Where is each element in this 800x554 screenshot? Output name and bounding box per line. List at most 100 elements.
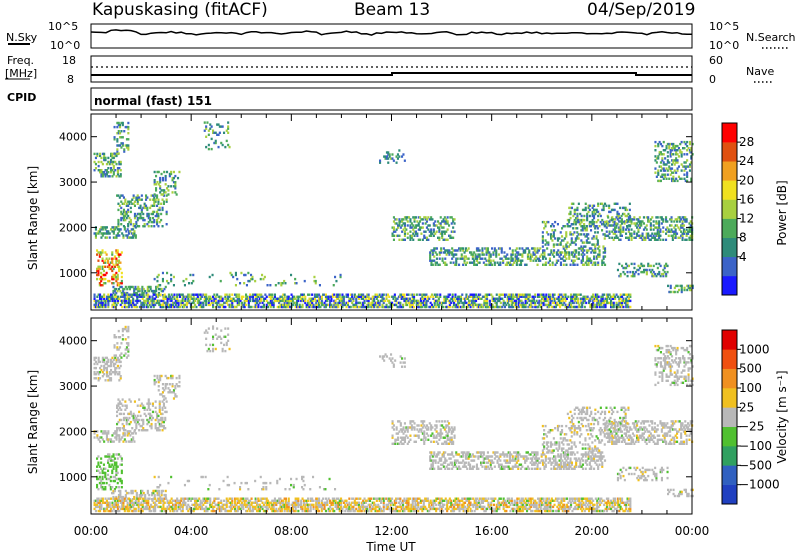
scatter-cell xyxy=(121,301,124,305)
scatter-cell xyxy=(120,130,123,133)
scatter-cell xyxy=(177,305,180,309)
scatter-cell xyxy=(436,303,439,307)
scatter-cell xyxy=(114,509,117,513)
scatter-cell xyxy=(174,183,177,186)
scatter-cell xyxy=(609,218,612,222)
scatter-cell xyxy=(435,299,438,303)
scatter-cell xyxy=(143,218,146,222)
scatter-cell xyxy=(486,301,489,305)
scatter-cell xyxy=(551,223,554,226)
scatter-cell xyxy=(132,225,135,228)
scatter-cell xyxy=(231,297,234,300)
scatter-cell xyxy=(271,295,274,298)
scatter-cell xyxy=(108,162,111,166)
scatter-cell xyxy=(459,297,462,300)
scatter-cell xyxy=(352,305,355,309)
scatter-cell xyxy=(682,232,685,235)
scatter-cell xyxy=(150,204,153,207)
scatter-cell xyxy=(103,368,106,372)
scatter-cell xyxy=(651,272,654,276)
scatter-cell xyxy=(111,486,114,489)
scatter-cell xyxy=(664,173,667,176)
scatter-cell xyxy=(224,293,227,296)
scatter-cell xyxy=(678,228,681,231)
scatter-cell xyxy=(122,299,125,303)
scatter-cell xyxy=(664,163,667,166)
scatter-cell xyxy=(444,261,447,264)
scatter-cell xyxy=(525,247,528,250)
scatter-cell xyxy=(123,287,126,291)
scatter-cell xyxy=(366,303,369,307)
scatter-cell xyxy=(641,232,644,235)
scatter-cell xyxy=(604,249,607,252)
scatter-cell xyxy=(581,225,584,228)
scatter-cell xyxy=(94,305,97,309)
scatter-cell xyxy=(619,230,622,233)
scatter-cell xyxy=(128,220,131,224)
scatter-cell xyxy=(481,247,484,250)
scatter-cell xyxy=(231,293,234,296)
scatter-cell xyxy=(116,194,119,197)
scatter-cell xyxy=(107,473,110,477)
scatter-cell xyxy=(363,305,366,309)
scatter-cell xyxy=(625,301,628,305)
scatter-cell xyxy=(207,133,210,136)
scatter-cell xyxy=(593,249,596,252)
scatter-cell xyxy=(603,299,606,303)
scatter-cell xyxy=(123,291,126,295)
scatter-cell xyxy=(168,174,171,178)
scatter-cell xyxy=(615,301,618,305)
scatter-cell xyxy=(550,251,553,254)
scatter-cell xyxy=(593,305,596,309)
scatter-cell xyxy=(511,253,514,256)
scatter-cell xyxy=(282,299,285,303)
scatter-cell xyxy=(192,301,195,305)
scatter-cell xyxy=(133,418,136,422)
scatter-cell xyxy=(157,389,160,392)
scatter-cell xyxy=(157,489,160,493)
scatter-cell xyxy=(629,224,632,227)
scatter-cell xyxy=(678,236,681,239)
scatter-cell xyxy=(217,305,220,309)
scatter-cell xyxy=(690,155,693,158)
scatter-cell xyxy=(396,297,399,300)
scatter-cell xyxy=(112,371,115,374)
scatter-cell xyxy=(114,299,117,303)
scatter-cell xyxy=(410,301,413,305)
scatter-cell xyxy=(283,295,286,298)
scatter-cell xyxy=(581,218,584,222)
scatter-cell xyxy=(449,234,452,237)
scatter-cell xyxy=(135,198,138,201)
scatter-cell xyxy=(124,338,127,341)
scatter-cell xyxy=(556,243,559,246)
scatter-cell xyxy=(107,232,110,235)
scatter-cell xyxy=(619,234,622,237)
scatter-cell xyxy=(185,277,188,281)
scatter-cell xyxy=(258,301,261,305)
scatter-cell xyxy=(550,235,553,238)
scatter-cell xyxy=(513,295,516,298)
scatter-cell xyxy=(254,293,257,296)
scatter-cell xyxy=(440,301,443,305)
scatter-cell xyxy=(154,400,157,403)
scatter-cell xyxy=(418,305,421,309)
scatter-cell xyxy=(655,238,658,241)
scatter-cell xyxy=(141,301,144,305)
scatter-cell xyxy=(611,236,614,239)
scatter-cell xyxy=(658,224,661,227)
scatter-cell xyxy=(146,208,149,212)
scatter-cell xyxy=(629,295,632,298)
scatter-cell xyxy=(136,305,139,309)
scatter-cell xyxy=(105,173,108,176)
scatter-cell xyxy=(318,305,321,309)
scatter-cell xyxy=(470,293,473,296)
scatter-cell xyxy=(187,299,190,303)
scatter-cell xyxy=(326,303,329,307)
scatter-cell xyxy=(626,305,629,309)
scatter-cell xyxy=(472,297,475,300)
scatter-cell xyxy=(312,305,315,309)
scatter-cell xyxy=(119,495,122,499)
scatter-cell xyxy=(240,295,243,298)
scatter-cell xyxy=(377,301,380,305)
scatter-cell xyxy=(132,299,135,303)
